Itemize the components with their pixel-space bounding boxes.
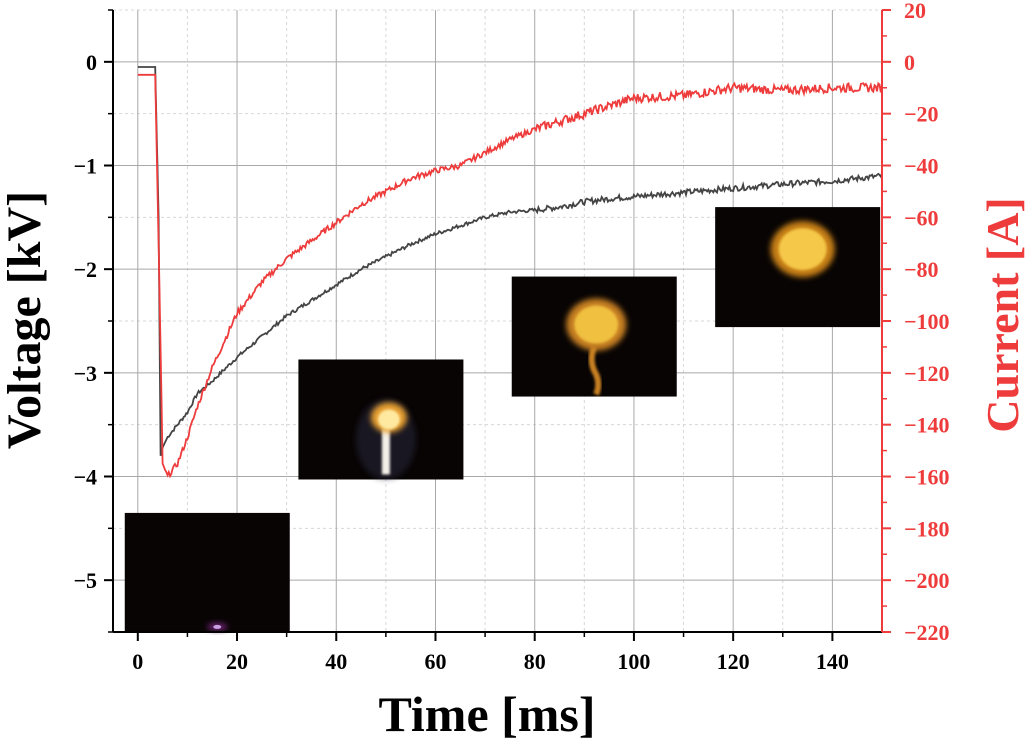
frame-4-image [715, 207, 881, 328]
right-y-tick-label: −40 [904, 154, 939, 179]
flame-stem [588, 345, 602, 396]
x-tick-label: 20 [226, 649, 248, 674]
left-y-tick-label: −5 [73, 568, 97, 593]
right-y-tick-label: −180 [904, 516, 950, 541]
current-line [137, 73, 883, 479]
x-tick-label: 60 [424, 649, 446, 674]
flame-image-insets [124, 207, 881, 633]
left-y-tick-label: −4 [73, 465, 97, 490]
frame-1-image [124, 512, 290, 633]
plasma-column [381, 424, 390, 475]
x-tick-label: 120 [717, 649, 750, 674]
right-y-tick-label: −140 [904, 413, 950, 438]
inset-background [124, 512, 290, 633]
flame-core [377, 409, 400, 430]
right-y-tick-label: −200 [904, 568, 950, 593]
left-y-tick-label: −2 [73, 257, 97, 282]
frame-2-image [298, 359, 464, 480]
right-y-tick-label: −120 [904, 361, 950, 386]
axes [104, 9, 891, 641]
right-y-axis-title: Current [A] [977, 197, 1025, 432]
right-y-tick-label: 20 [904, 0, 926, 23]
x-tick-label: 0 [132, 649, 143, 674]
right-y-tick-label: −160 [904, 465, 950, 490]
right-y-tick-label: −80 [904, 257, 939, 282]
series-lines [137, 66, 883, 479]
right-y-tick-label: −220 [904, 620, 950, 645]
left-y-tick-label: 0 [86, 50, 97, 75]
x-tick-label: 40 [325, 649, 347, 674]
right-y-tick-label: −100 [904, 309, 950, 334]
voltage-line [137, 66, 883, 457]
left-y-tick-label: −1 [73, 154, 97, 179]
x-tick-label: 80 [524, 649, 546, 674]
x-axis-title: Time [ms] [378, 686, 595, 740]
right-y-tick-label: −60 [904, 205, 939, 230]
left-y-axis-title: Voltage [kV] [0, 191, 51, 449]
x-tick-label: 140 [816, 649, 849, 674]
x-tick-label: 100 [617, 649, 650, 674]
right-y-tick-label: 0 [904, 50, 915, 75]
left-y-tick-label: −3 [73, 361, 97, 386]
frame-3-image [511, 276, 677, 397]
flame-core [778, 228, 827, 271]
tick-labels: 0 20 40 60 80 100 120 140 0 −1 −2 −3 −4 −5 20 0 −20 −40 −6… [73, 0, 949, 674]
right-y-tick-label: −20 [904, 102, 939, 127]
spark-core [213, 624, 222, 629]
flame-core [574, 305, 619, 344]
